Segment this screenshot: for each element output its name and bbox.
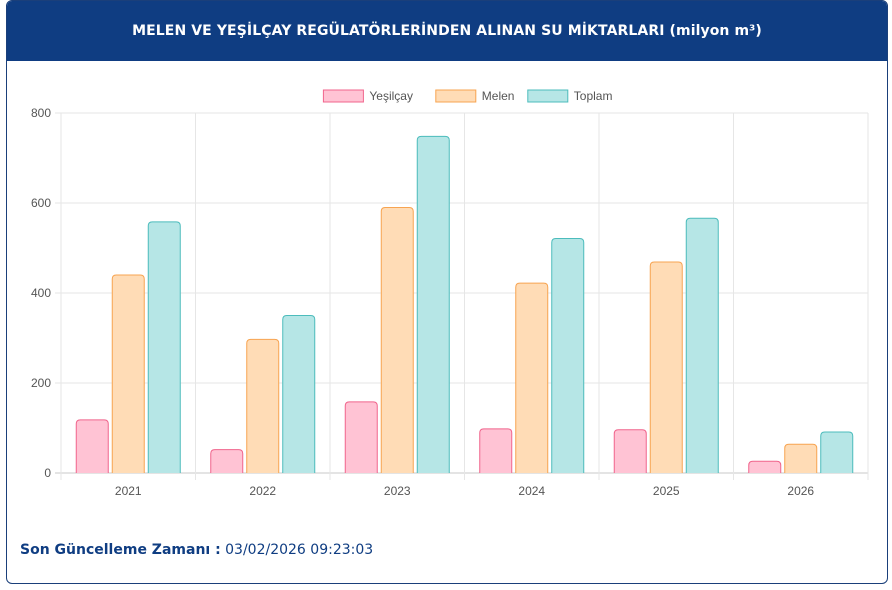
- bar-yeşilçay[interactable]: [344, 401, 378, 473]
- bar-toplam[interactable]: [820, 431, 854, 473]
- bar-melen[interactable]: [784, 443, 818, 473]
- legend-label[interactable]: Melen: [482, 89, 515, 103]
- y-tick-label: 600: [31, 196, 51, 210]
- bar-toplam[interactable]: [147, 221, 181, 473]
- chart-title: MELEN VE YEŞİLÇAY REGÜLATÖRLERİNDEN ALIN…: [132, 23, 762, 39]
- y-tick-label: 800: [31, 106, 51, 120]
- y-tick-label: 0: [44, 466, 51, 480]
- bar-melen[interactable]: [649, 261, 683, 473]
- x-tick-label: 2025: [653, 484, 680, 498]
- bar-yeşilçay[interactable]: [210, 449, 244, 473]
- bar-yeşilçay[interactable]: [75, 419, 109, 473]
- bar-yeşilçay[interactable]: [613, 429, 647, 473]
- legend-swatch[interactable]: [527, 89, 569, 103]
- bar-melen[interactable]: [515, 282, 549, 473]
- bar-chart: 0 200 400 600 800 2021 2022 2023 2024 2025 2026 Yeş…: [31, 89, 869, 498]
- legend-swatch[interactable]: [322, 89, 364, 103]
- bar-melen[interactable]: [246, 338, 280, 473]
- bar-toplam[interactable]: [551, 238, 585, 473]
- bar-toplam[interactable]: [282, 315, 316, 474]
- legend-label[interactable]: Yeşilçay: [369, 89, 413, 103]
- x-tick-label: 2024: [518, 484, 545, 498]
- bar-yeşilçay[interactable]: [748, 460, 782, 473]
- legend-swatch[interactable]: [435, 89, 477, 103]
- x-tick-label: 2026: [787, 484, 814, 498]
- x-tick-label: 2023: [384, 484, 411, 498]
- x-tick-label: 2022: [249, 484, 276, 498]
- bar-yeşilçay[interactable]: [479, 428, 513, 473]
- bar-melen[interactable]: [111, 274, 145, 473]
- y-tick-label: 400: [31, 286, 51, 300]
- chart-header: MELEN VE YEŞİLÇAY REGÜLATÖRLERİNDEN ALIN…: [7, 1, 887, 61]
- last-updated-label: Son Güncelleme Zamanı :: [20, 542, 221, 558]
- last-updated-value: 03/02/2026 09:23:03: [225, 542, 374, 558]
- chart-card: MELEN VE YEŞİLÇAY REGÜLATÖRLERİNDEN ALIN…: [6, 0, 888, 584]
- legend-label[interactable]: Toplam: [574, 89, 613, 103]
- chart-area: 0 200 400 600 800 2021 2022 2023 2024 2025 2026 Yeş…: [7, 61, 887, 501]
- bar-toplam[interactable]: [416, 135, 450, 473]
- y-tick-label: 200: [31, 376, 51, 390]
- x-tick-label: 2021: [115, 484, 142, 498]
- bar-toplam[interactable]: [685, 217, 719, 473]
- last-updated: Son Güncelleme Zamanı : 03/02/2026 09:23…: [20, 542, 373, 558]
- bar-melen[interactable]: [380, 207, 414, 474]
